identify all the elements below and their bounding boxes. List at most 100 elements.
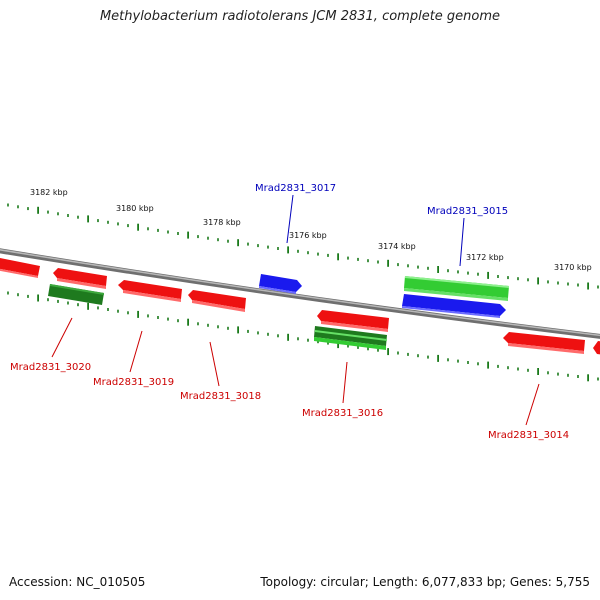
gene-mrad2831-3016[interactable]	[314, 326, 387, 350]
gene-label-3016[interactable]: Mrad2831_3016	[302, 408, 383, 419]
lower-tick	[117, 309, 119, 313]
gene-label-3019[interactable]: Mrad2831_3019	[93, 377, 174, 388]
upper-tick	[477, 272, 479, 276]
callout-line-3019	[129, 330, 143, 373]
genome-backbone-highlight	[0, 249, 600, 337]
upper-tick	[207, 236, 209, 240]
upper-tick	[27, 207, 29, 211]
gene-partial-left[interactable]	[0, 257, 40, 278]
callout-line-3015	[459, 217, 465, 267]
callout-line-3018	[209, 341, 220, 387]
upper-tick	[197, 235, 199, 239]
gene-mrad2831-3014[interactable]	[503, 332, 585, 354]
upper-tick	[127, 224, 129, 228]
gene-mrad2831-3017[interactable]	[259, 274, 302, 294]
gene-label-3017[interactable]: Mrad2831_3017	[255, 183, 336, 194]
lower-tick	[297, 337, 299, 341]
upper-tick	[507, 276, 509, 280]
gene-mrad2831-3020[interactable]	[48, 284, 104, 305]
upper-tick	[307, 251, 309, 255]
gene-label-3020[interactable]: Mrad2831_3020	[10, 362, 91, 373]
lower-tick	[7, 291, 9, 295]
lower-tick	[387, 348, 389, 356]
lower-tick	[537, 368, 539, 375]
lower-tick	[367, 347, 369, 351]
gene-label-3018[interactable]: Mrad2831_3018	[180, 391, 261, 402]
gene-red-mid[interactable]	[317, 310, 389, 332]
upper-tick	[77, 215, 79, 219]
lower-tick	[437, 354, 439, 362]
lower-tick	[257, 331, 259, 335]
lower-tick	[47, 298, 49, 302]
lower-tick	[57, 299, 59, 303]
upper-tick	[557, 281, 559, 285]
upper-tick	[487, 271, 489, 279]
upper-tick	[237, 239, 239, 247]
lower-tick	[317, 340, 319, 344]
gene-label-3015[interactable]: Mrad2831_3015	[427, 206, 508, 217]
upper-tick	[177, 232, 179, 235]
upper-tick	[497, 275, 499, 278]
genome-backbone	[0, 248, 600, 339]
lower-tick	[287, 333, 289, 341]
upper-tick	[397, 263, 399, 267]
callout-line-3016	[342, 361, 348, 404]
upper-tick	[157, 228, 159, 232]
upper-tick	[267, 245, 269, 249]
upper-tick-row	[7, 203, 599, 290]
upper-tick	[257, 244, 259, 248]
tick-label-3174: 3174 kbp	[378, 242, 416, 251]
upper-tick	[37, 206, 39, 214]
upper-tick	[107, 220, 109, 224]
upper-tick	[357, 257, 359, 261]
upper-tick	[447, 269, 449, 273]
lower-tick-row	[7, 291, 599, 382]
upper-tick	[187, 231, 189, 239]
upper-tick	[317, 252, 319, 256]
lower-tick	[177, 319, 179, 323]
lower-tick	[227, 326, 229, 330]
gene-mrad2831-3018[interactable]	[188, 290, 246, 312]
upper-tick	[17, 205, 19, 209]
lower-tick	[157, 316, 159, 319]
upper-tick	[327, 253, 329, 257]
upper-tick	[97, 219, 99, 223]
lower-tick	[577, 375, 579, 378]
upper-tick	[57, 212, 59, 216]
lower-tick	[27, 294, 29, 298]
gene-partial-right[interactable]	[593, 341, 600, 355]
tick-label-3172: 3172 kbp	[466, 253, 504, 262]
upper-tick	[377, 260, 379, 264]
gene-mrad2831-3015[interactable]	[402, 294, 506, 318]
lower-tick	[67, 301, 69, 305]
lower-tick	[267, 332, 269, 336]
upper-tick	[7, 203, 9, 207]
upper-tick	[247, 242, 249, 246]
upper-tick	[137, 223, 139, 231]
upper-tick	[87, 215, 89, 223]
upper-tick	[567, 282, 569, 286]
lower-tick	[357, 345, 359, 349]
genome-title: Methylobacterium radiotolerans JCM 2831,…	[99, 9, 501, 24]
lower-tick	[147, 314, 149, 318]
lower-tick	[87, 302, 89, 310]
lower-tick	[77, 303, 79, 307]
upper-tick	[537, 277, 539, 285]
upper-tick	[217, 238, 219, 242]
gene-mrad2831-3019[interactable]	[118, 280, 182, 302]
upper-tick	[417, 265, 419, 269]
gene-green-upper-3015[interactable]	[404, 276, 509, 301]
gene-red-upper-1[interactable]	[53, 268, 107, 289]
lower-tick	[517, 367, 519, 371]
lower-tick	[207, 323, 209, 327]
upper-tick	[547, 280, 549, 284]
lower-tick	[417, 354, 419, 358]
upper-tick	[517, 277, 519, 281]
upper-tick	[367, 259, 369, 263]
genome-summary-text: Topology: circular; Length: 6,077,833 bp…	[260, 575, 590, 589]
gene-label-3014[interactable]: Mrad2831_3014	[488, 430, 569, 441]
callout-line-3017	[286, 194, 294, 244]
lower-tick	[427, 355, 429, 359]
lower-tick	[567, 373, 569, 377]
